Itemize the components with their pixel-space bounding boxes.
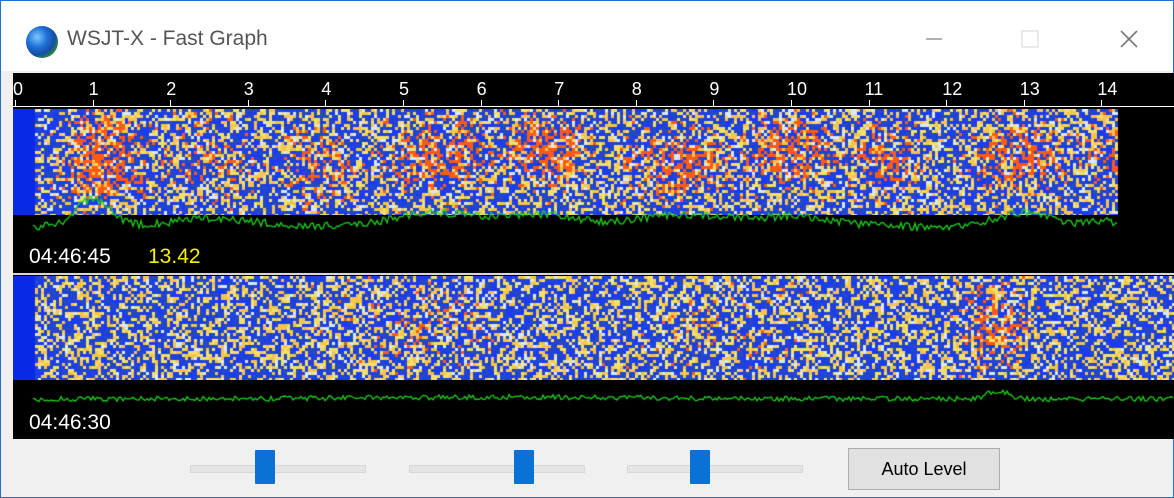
time-axis-tick: [480, 100, 482, 107]
time-axis-tick: [1023, 100, 1025, 107]
snr-value: 13.42: [148, 245, 201, 268]
time-axis-label: 14: [1097, 79, 1118, 99]
gain-slider-track[interactable]: [190, 465, 366, 473]
zero-slider-thumb[interactable]: [513, 450, 534, 484]
time-axis-tick: [791, 100, 792, 107]
time-axis-label: 11: [864, 79, 884, 99]
time-axis-tick: [325, 100, 327, 107]
time-axis-label: 7: [554, 79, 565, 99]
time-axis-label: 4: [321, 79, 332, 99]
window-title: WSJT-X - Fast Graph: [67, 27, 268, 50]
time-axis-tick: [15, 100, 16, 107]
controls-bar: Auto Level: [13, 439, 1173, 497]
waterfall-bottom: [13, 276, 1174, 380]
time-axis-label: 10: [787, 79, 808, 99]
time-axis-label: 0: [13, 79, 24, 99]
time-axis-tick: [558, 100, 560, 107]
minimize-button[interactable]: [911, 19, 957, 59]
zero-slider-track[interactable]: [409, 465, 585, 473]
auto-level-button[interactable]: Auto Level: [848, 448, 1000, 490]
maximize-button[interactable]: [1007, 19, 1053, 59]
time-axis-label: 13: [1019, 79, 1040, 99]
time-axis-tick: [1101, 100, 1103, 107]
time-axis-tick: [403, 100, 404, 107]
time-axis-line: [13, 106, 1174, 107]
time-axis-tick: [946, 100, 948, 107]
fast-graph-plot[interactable]: 012345678910111213141 04:46:45 13.42 04:…: [13, 73, 1174, 439]
time-axis-label: 12: [942, 79, 963, 99]
time-axis-tick: [635, 100, 637, 107]
time-axis-label: 6: [476, 79, 487, 99]
timestamp-top: 04:46:45: [29, 245, 111, 268]
title-bar: WSJT-X - Fast Graph: [1, 1, 1173, 71]
minimize-icon: [926, 38, 942, 40]
time-axis-tick: [247, 100, 249, 107]
time-axis-label: 2: [166, 79, 177, 99]
time-axis-label: 3: [243, 79, 254, 99]
level-slider-thumb[interactable]: [690, 450, 711, 484]
time-axis-tick: [92, 100, 94, 107]
gain-slider-thumb[interactable]: [254, 450, 275, 484]
close-icon: [1120, 30, 1138, 48]
maximize-icon: [1021, 30, 1039, 48]
close-button[interactable]: [1106, 19, 1152, 59]
time-axis-label: 5: [399, 79, 410, 99]
time-axis-label: 1: [88, 79, 99, 99]
time-axis-label: 8: [631, 79, 642, 99]
timestamp-bottom: 04:46:30: [29, 411, 111, 434]
time-axis-label: 9: [709, 79, 720, 99]
panel-divider: [13, 273, 1174, 275]
power-trace-bottom: [13, 369, 1174, 419]
wsjtx-globe-icon: [26, 26, 58, 58]
time-axis-tick: [713, 100, 715, 107]
time-axis-tick: [170, 100, 172, 107]
power-trace-top: [13, 193, 1174, 283]
level-slider-track[interactable]: [627, 465, 803, 473]
time-axis-tick: [868, 100, 870, 107]
